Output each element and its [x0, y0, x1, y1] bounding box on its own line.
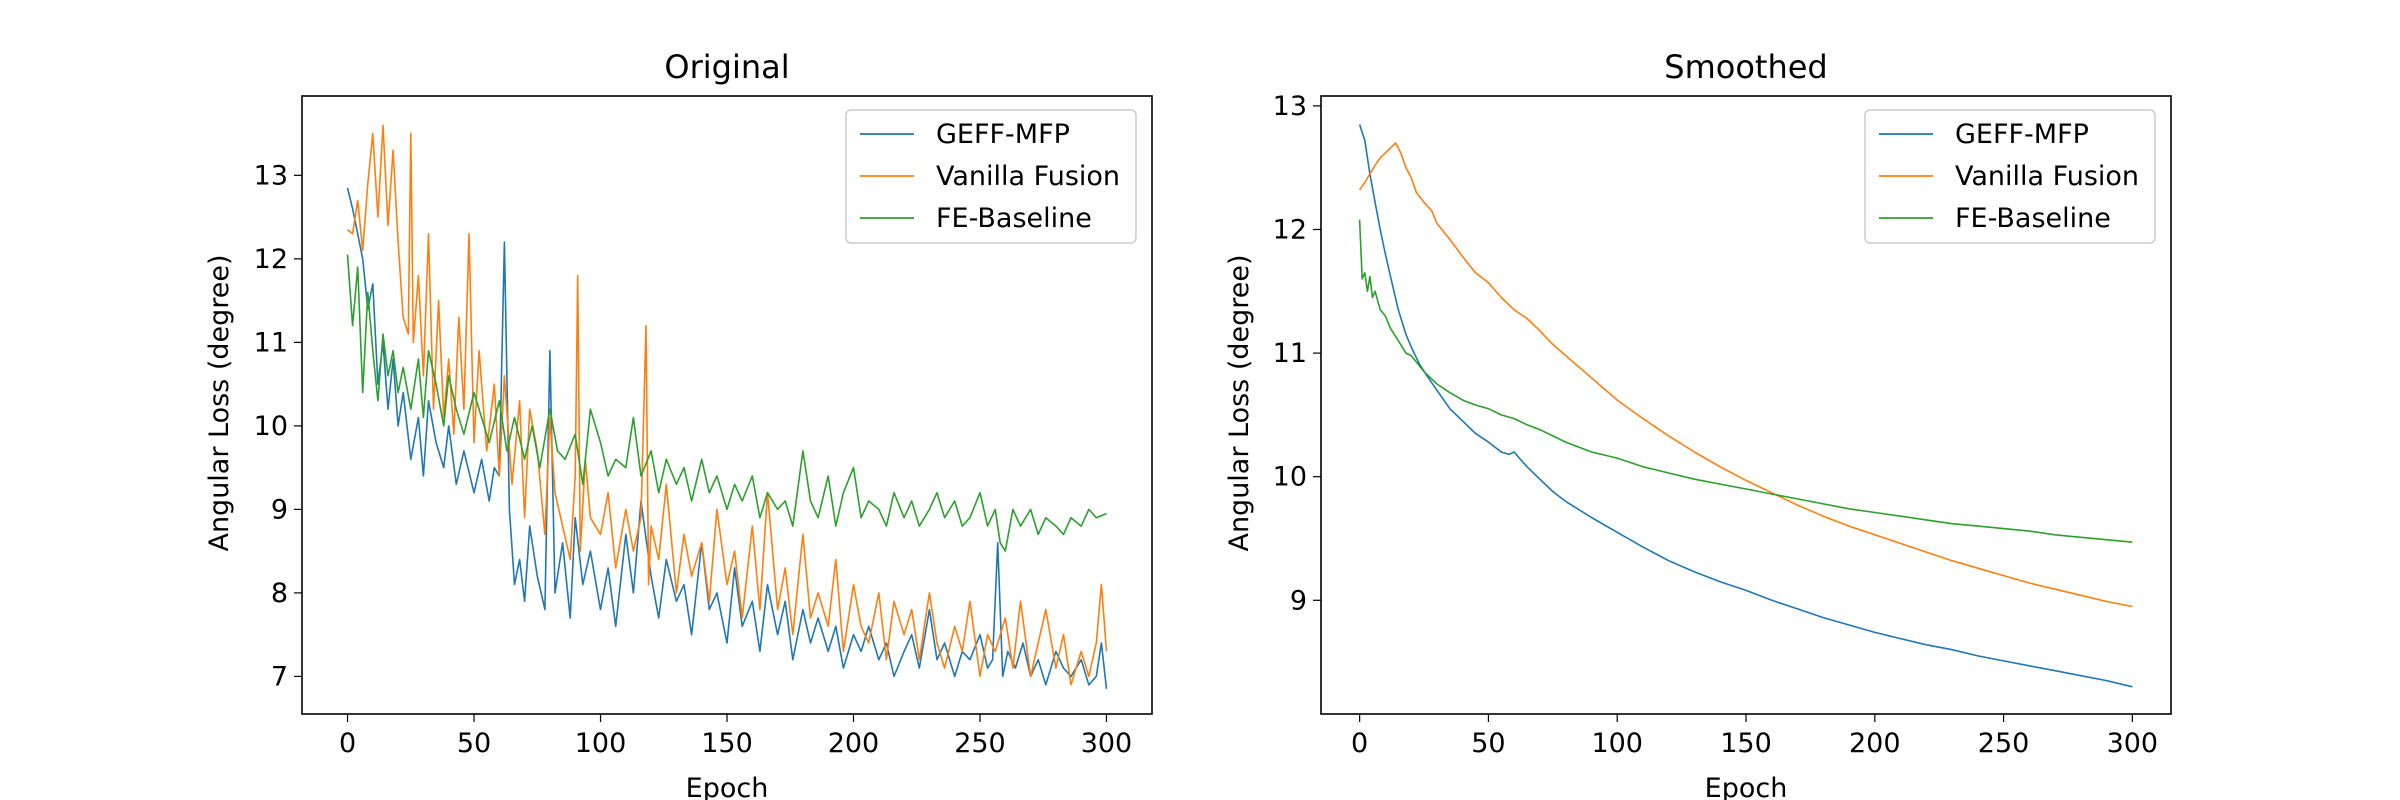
series-line-vanilla-fusion [346, 124, 1108, 686]
legend-box [1864, 109, 2156, 244]
legend-label-vanilla-fusion: Vanilla Fusion [1955, 161, 2139, 192]
legend-box [845, 109, 1137, 244]
series-line-vanilla-fusion [1358, 142, 2133, 608]
series-group [346, 124, 1108, 689]
x-tick-label: 50 [1471, 728, 1505, 759]
y-tick-label: 10 [1273, 462, 1307, 493]
legend: GEFF-MFP Vanilla Fusion FE-Baseline [845, 109, 1137, 244]
x-tick-label: 200 [1849, 728, 1901, 759]
y-tick-label: 9 [271, 494, 288, 525]
legend: GEFF-MFP Vanilla Fusion FE-Baseline [1864, 109, 2156, 244]
panel-smoothed: Smoothed 0 50 100 150 200 250 300 9 10 11 12 13 GEFF… [1224, 48, 2172, 800]
chart-title: Original [664, 48, 789, 86]
y-tick-label: 8 [271, 578, 288, 609]
x-tick-label: 150 [1720, 728, 1772, 759]
legend-label-geff-mfp: GEFF-MFP [1955, 119, 2089, 150]
x-tick-label: 300 [1081, 728, 1133, 759]
x-axis-label: Epoch [1705, 773, 1788, 800]
legend-label-geff-mfp: GEFF-MFP [936, 119, 1070, 150]
y-tick-label: 12 [254, 244, 288, 275]
x-tick-label: 150 [701, 728, 753, 759]
series-line-geff-mfp [346, 187, 1108, 689]
plot-area: 0 50 100 150 200 250 300 7 8 9 10 11 12 13 GEFF-MFP Van… [254, 95, 1153, 759]
x-axis-label: Epoch [686, 773, 769, 800]
chart-title: Smoothed [1664, 48, 1827, 86]
y-tick-label: 10 [254, 411, 288, 442]
series-line-geff-mfp [1358, 124, 2133, 688]
legend-label-fe-baseline: FE-Baseline [936, 203, 1092, 234]
y-tick-label: 11 [254, 327, 288, 358]
y-tick-label: 9 [1290, 585, 1307, 616]
y-axis-label: Angular Loss (degree) [1224, 254, 1255, 551]
y-tick-label: 13 [254, 160, 288, 191]
x-tick-label: 0 [339, 728, 356, 759]
plot-area: 0 50 100 150 200 250 300 9 10 11 12 13 GEFF-MFP Vanil… [1273, 91, 2172, 759]
series-line-fe-baseline [346, 254, 1107, 552]
x-tick-label: 200 [828, 728, 880, 759]
x-tick-label: 100 [575, 728, 627, 759]
y-tick-label: 12 [1273, 214, 1307, 245]
legend-label-vanilla-fusion: Vanilla Fusion [936, 161, 1120, 192]
y-tick-label: 11 [1273, 338, 1307, 369]
series-group [1358, 124, 2133, 688]
series-line-fe-baseline [1358, 219, 2133, 543]
y-tick-label: 13 [1273, 91, 1307, 122]
legend-label-fe-baseline: FE-Baseline [1955, 203, 2111, 234]
x-tick-label: 250 [1978, 728, 2030, 759]
panel-original: Original 0 50 100 150 200 250 300 7 8 9 10 11 12 13 GE… [204, 48, 1153, 800]
y-axis-label: Angular Loss (degree) [204, 254, 235, 551]
x-tick-label: 50 [457, 728, 491, 759]
x-tick-label: 0 [1351, 728, 1368, 759]
x-tick-label: 100 [1591, 728, 1643, 759]
y-tick-label: 7 [271, 661, 288, 692]
x-tick-label: 250 [954, 728, 1006, 759]
x-tick-label: 300 [2107, 728, 2159, 759]
